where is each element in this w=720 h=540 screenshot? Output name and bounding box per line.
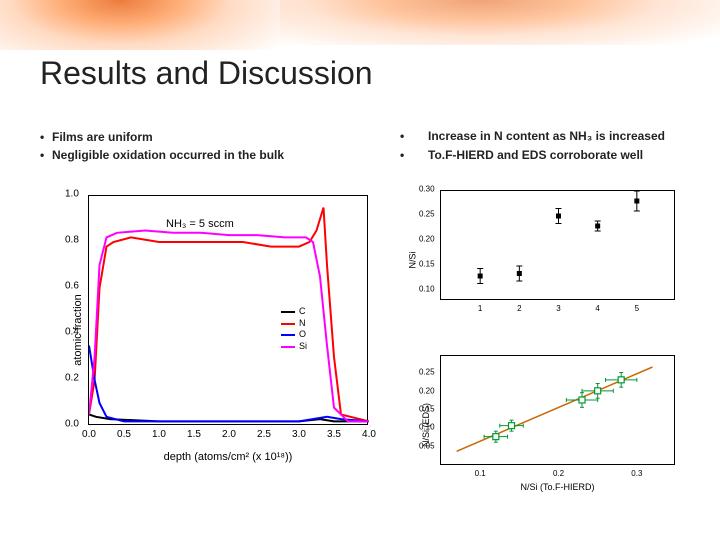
left-bullet-list: •Films are uniform •Negligible oxidation… — [40, 128, 370, 164]
chart-svg — [441, 191, 676, 301]
bullet-text: Increase in N content as NH₃ is increase… — [428, 128, 700, 145]
chart-svg — [441, 356, 676, 466]
header-banner — [0, 0, 720, 50]
chart-svg — [89, 196, 369, 426]
page-title: Results and Discussion — [40, 55, 373, 92]
legend-item: Si — [281, 341, 307, 353]
right-bullet-list: •Increase in N content as NH₃ is increas… — [400, 128, 700, 166]
plot-area: 12345 0.100.150.200.250.30 — [440, 190, 675, 300]
chart-legend: CNOSi — [281, 306, 307, 353]
y-axis-label: N/Si — [408, 251, 418, 268]
depth-profile-chart: atomic fraction NH₃ = 5 sccm CNOSi 0.00.… — [40, 185, 380, 475]
eds-vs-hierd-chart: N/Si (EDS) 0.10.20.3 0.050.100.150.200.2… — [400, 350, 690, 500]
inset-label: NH₃ = 5 sccm — [164, 218, 236, 230]
bullet-dot: • — [400, 147, 428, 164]
bullet-text: Negligible oxidation occurred in the bul… — [52, 146, 284, 164]
bullet-dot: • — [40, 128, 52, 146]
legend-item: O — [281, 329, 307, 341]
legend-item: N — [281, 318, 307, 330]
bullet-dot: • — [400, 128, 428, 145]
bullet-text: Films are uniform — [52, 128, 153, 146]
plot-area: NH₃ = 5 sccm CNOSi 0.00.51.01.52.02.53.0… — [88, 195, 368, 425]
legend-item: C — [281, 306, 307, 318]
nsi-vs-flow-chart: N/Si 12345 0.100.150.200.250.30 — [400, 185, 690, 335]
x-axis-label: depth (atoms/cm² (x 10¹⁸)) — [88, 451, 368, 463]
bullet-text: To.F-HIERD and EDS corroborate well — [428, 147, 700, 164]
bullet-dot: • — [40, 146, 52, 164]
plot-area: 0.10.20.3 0.050.100.150.200.25 — [440, 355, 675, 465]
x-axis-label: N/Si (To.F-HIERD) — [440, 482, 675, 492]
